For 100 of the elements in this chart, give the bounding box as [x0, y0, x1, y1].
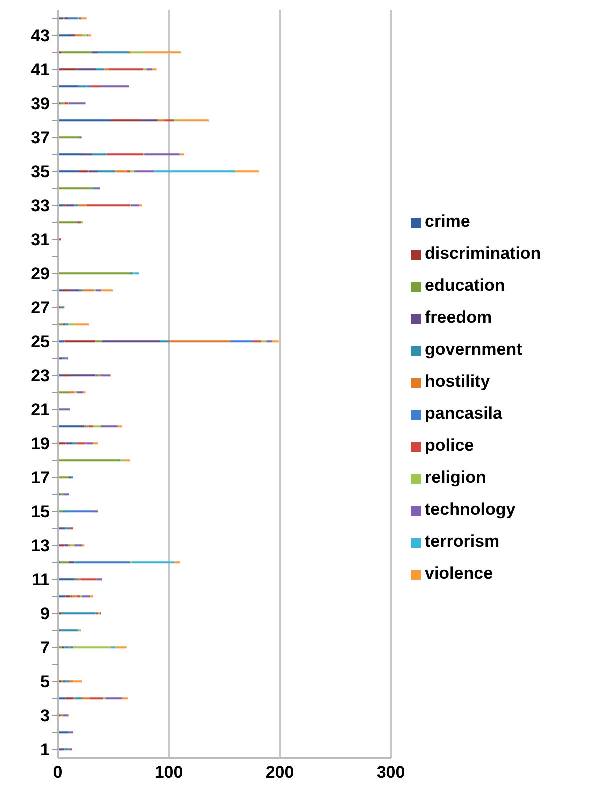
x-tick-label: 100	[154, 763, 184, 782]
bar	[94, 188, 98, 190]
legend-label: religion	[425, 468, 486, 487]
bar	[82, 154, 92, 156]
bar	[90, 698, 104, 700]
legend-label: technology	[425, 500, 516, 519]
bar	[143, 68, 147, 71]
bar	[102, 340, 160, 343]
bar	[60, 68, 77, 71]
bar	[90, 596, 94, 598]
bar	[68, 374, 96, 377]
legend-label: terrorism	[425, 532, 500, 551]
bar	[58, 120, 112, 122]
bar	[78, 562, 130, 564]
y-tick-label: 1	[40, 740, 50, 760]
bar	[61, 52, 92, 54]
bar	[62, 374, 68, 377]
bar	[64, 544, 68, 547]
legend-label: pancasila	[425, 404, 502, 423]
bar	[130, 170, 135, 173]
bar	[72, 442, 77, 445]
bar	[131, 52, 145, 54]
bar	[60, 748, 65, 751]
bar	[116, 646, 127, 649]
bar	[60, 544, 65, 547]
bar	[94, 426, 102, 428]
bar	[68, 324, 75, 326]
bar	[58, 86, 78, 88]
bar	[60, 102, 64, 105]
bar	[69, 562, 75, 564]
bar	[69, 392, 75, 394]
bar	[89, 170, 98, 173]
bar	[122, 698, 128, 700]
bar	[64, 748, 68, 751]
bar	[158, 120, 165, 122]
bar	[58, 188, 94, 190]
bar	[72, 596, 77, 598]
y-tick-label: 27	[31, 298, 50, 318]
bar	[64, 646, 68, 649]
bar	[101, 290, 114, 292]
bar	[74, 680, 82, 683]
bar	[76, 698, 82, 700]
bar	[236, 170, 259, 173]
bar	[70, 34, 76, 37]
bar	[92, 154, 107, 156]
y-tick-label: 39	[31, 94, 50, 114]
bar	[82, 290, 95, 292]
bar	[82, 34, 87, 37]
bar	[82, 596, 90, 598]
bar	[69, 102, 86, 105]
bar	[68, 732, 74, 734]
bar	[106, 698, 122, 700]
bar	[160, 340, 169, 343]
bar	[88, 34, 92, 37]
bar	[253, 340, 262, 343]
legend-label: education	[425, 276, 506, 295]
legend-label: violence	[425, 564, 494, 583]
bar	[132, 562, 175, 564]
bar	[59, 408, 70, 411]
legend-label: discrimination	[425, 244, 542, 263]
bar	[58, 272, 130, 275]
bar	[81, 18, 87, 20]
bar	[86, 86, 92, 88]
bar	[144, 52, 182, 54]
bar	[76, 442, 86, 445]
bar	[58, 596, 66, 598]
legend-label: police	[425, 436, 474, 455]
x-tick-label: 300	[376, 763, 406, 782]
bar	[59, 460, 120, 462]
bar	[61, 612, 96, 615]
bar	[91, 86, 100, 88]
bar	[266, 340, 272, 343]
bar	[74, 544, 82, 547]
bar	[66, 698, 74, 700]
bar	[96, 340, 102, 343]
y-tick-label: 35	[31, 162, 50, 182]
y-tick-label: 31	[31, 230, 50, 250]
bar	[81, 578, 97, 581]
bar	[89, 426, 94, 428]
bar	[58, 698, 66, 700]
bar	[98, 52, 130, 54]
bar	[180, 154, 185, 156]
bar	[58, 136, 80, 139]
bar	[58, 170, 80, 173]
bar	[124, 460, 130, 462]
bar	[96, 68, 105, 71]
bar	[101, 374, 110, 377]
legend-label: crime	[425, 212, 470, 231]
bar	[62, 358, 66, 360]
bar	[131, 204, 140, 207]
bar	[86, 204, 130, 207]
x-tick-label: 0	[53, 763, 63, 782]
bar	[96, 290, 102, 292]
bar	[92, 510, 98, 513]
y-tick-label: 9	[40, 604, 50, 624]
legend-label: government	[425, 340, 522, 359]
bar	[92, 52, 98, 54]
bar	[174, 562, 180, 564]
bar	[64, 102, 68, 105]
y-tick-label: 33	[31, 196, 50, 216]
